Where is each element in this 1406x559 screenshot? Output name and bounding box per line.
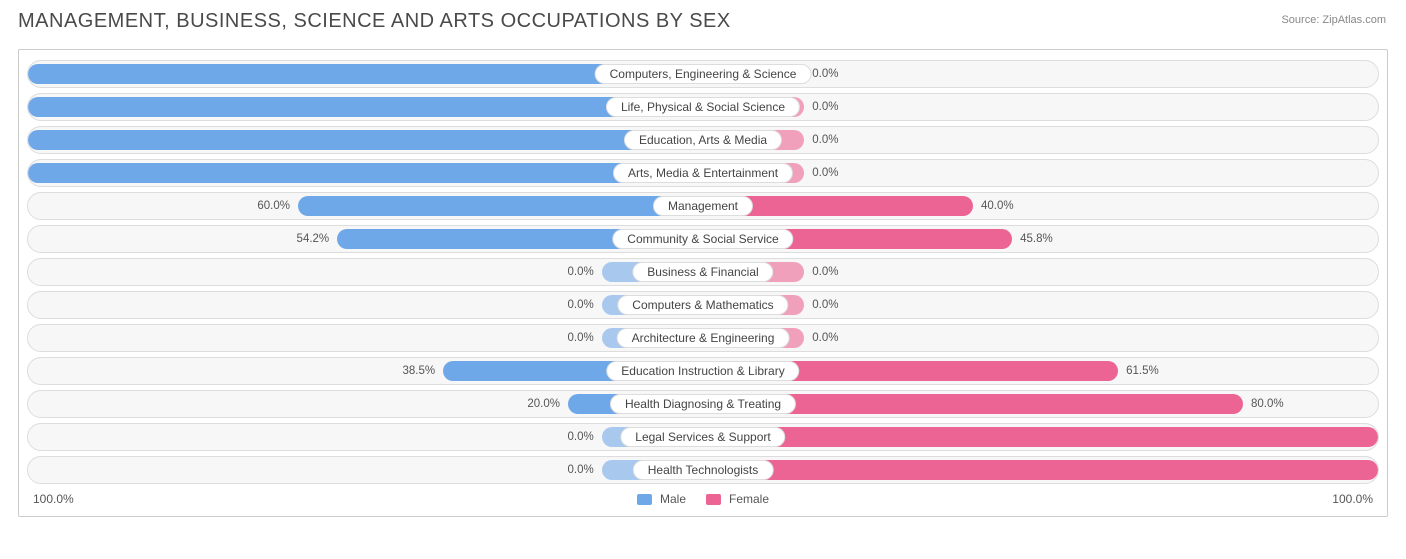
male-value-label: 60.0%: [257, 200, 290, 212]
female-value-label: 0.0%: [812, 332, 838, 344]
male-value-label: 54.2%: [297, 233, 330, 245]
legend-label-male: Male: [660, 492, 686, 506]
female-bar: [703, 427, 1378, 447]
male-bar: [28, 130, 703, 150]
row-track: 0.0% 0.0% Architecture & Engineering: [27, 324, 1379, 352]
legend-label-female: Female: [729, 492, 769, 506]
source-label: Source: ZipAtlas.com: [1281, 14, 1386, 26]
row-track: 54.2% 45.8% Community & Social Service: [27, 225, 1379, 253]
female-value-label: 0.0%: [812, 167, 838, 179]
female-value-label: 80.0%: [1251, 398, 1284, 410]
chart-area: 100.0%0.0%Computers, Engineering & Scien…: [18, 49, 1388, 517]
row-category-label: Education, Arts & Media: [624, 130, 782, 150]
row-track: 20.0% 80.0% Health Diagnosing & Treating: [27, 390, 1379, 418]
female-value-label: 0.0%: [812, 266, 838, 278]
male-bar: [28, 163, 703, 183]
male-value-label: 38.5%: [403, 365, 436, 377]
row-category-label: Legal Services & Support: [620, 427, 785, 447]
female-value-label: 0.0%: [812, 68, 838, 80]
row-track: 0.0% 0.0% Business & Financial: [27, 258, 1379, 286]
legend-swatch-female: [706, 494, 721, 505]
male-bar: [28, 97, 703, 117]
row-category-label: Arts, Media & Entertainment: [613, 163, 793, 183]
male-value-label: 20.0%: [527, 398, 560, 410]
row-track: 0.0%100.0%Legal Services & Support: [27, 423, 1379, 451]
row-category-label: Architecture & Engineering: [617, 328, 790, 348]
male-value-label: 0.0%: [568, 332, 594, 344]
axis-left-label: 100.0%: [33, 492, 74, 506]
male-value-label: 0.0%: [568, 266, 594, 278]
row-category-label: Computers, Engineering & Science: [595, 64, 812, 84]
female-value-label: 45.8%: [1020, 233, 1053, 245]
row-category-label: Management: [653, 196, 753, 216]
female-value-label: 0.0%: [812, 299, 838, 311]
row-category-label: Computers & Mathematics: [617, 295, 788, 315]
male-value-label: 0.0%: [568, 431, 594, 443]
row-track: 100.0%0.0%Computers, Engineering & Scien…: [27, 60, 1379, 88]
row-track: 0.0% 0.0% Computers & Mathematics: [27, 291, 1379, 319]
row-track: 100.0%0.0%Education, Arts & Media: [27, 126, 1379, 154]
female-value-label: 61.5%: [1126, 365, 1159, 377]
row-category-label: Business & Financial: [632, 262, 773, 282]
legend: Male Female: [637, 492, 769, 506]
chart-title: Management, Business, Science and Arts O…: [18, 10, 1388, 33]
row-track: 60.0% 40.0% Management: [27, 192, 1379, 220]
row-track: 0.0%100.0%Health Technologists: [27, 456, 1379, 484]
female-value-label: 0.0%: [812, 134, 838, 146]
row-category-label: Health Technologists: [633, 460, 774, 480]
row-category-label: Health Diagnosing & Treating: [610, 394, 796, 414]
rows-wrap: 100.0%0.0%Computers, Engineering & Scien…: [27, 60, 1379, 484]
male-value-label: 0.0%: [568, 299, 594, 311]
male-bar: [298, 196, 703, 216]
female-value-label: 40.0%: [981, 200, 1014, 212]
row-category-label: Education Instruction & Library: [606, 361, 799, 381]
male-value-label: 0.0%: [568, 464, 594, 476]
legend-swatch-male: [637, 494, 652, 505]
chart-container: Management, Business, Science and Arts O…: [0, 0, 1406, 559]
row-track: 100.0%0.0%Arts, Media & Entertainment: [27, 159, 1379, 187]
axis-right-label: 100.0%: [1332, 492, 1373, 506]
row-track: 100.0%0.0%Life, Physical & Social Scienc…: [27, 93, 1379, 121]
row-track: 38.5% 61.5% Education Instruction & Librar…: [27, 357, 1379, 385]
row-category-label: Community & Social Service: [612, 229, 793, 249]
row-category-label: Life, Physical & Social Science: [606, 97, 800, 117]
female-bar: [703, 460, 1378, 480]
female-value-label: 0.0%: [812, 101, 838, 113]
